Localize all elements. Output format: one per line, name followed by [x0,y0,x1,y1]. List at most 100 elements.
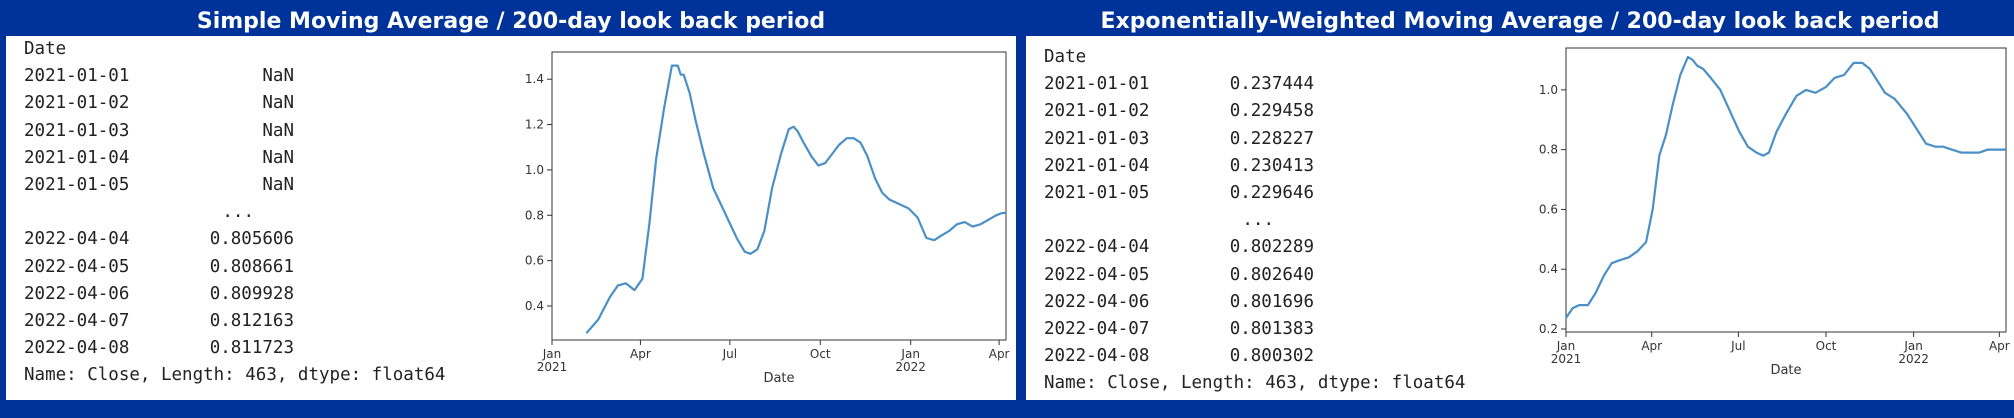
series-row: 2022-04-04 0.805606 [24,226,445,253]
x-tick-label: Apr [630,347,651,361]
x-tick-year-label: 2022 [1898,352,1929,366]
series-row: 2022-04-07 0.812163 [24,308,445,335]
x-tick-label: Apr [989,347,1010,361]
row-date: 2022-04-08 [24,338,130,359]
x-tick-label: Oct [810,347,831,361]
row-date: 2021-01-01 [1044,74,1150,95]
row-date: 2022-04-08 [1044,346,1150,367]
row-date: 2022-04-05 [1044,264,1150,285]
x-axis-label: Date [1770,363,1801,378]
row-value: 0.809928 [209,283,294,304]
row-date: 2021-01-04 [1044,155,1150,176]
row-date: 2021-01-05 [24,174,130,195]
panel-content: Date 2021-01-01 0.237444 2021-01-02 0.2294… [1026,36,2014,400]
row-value: 0.228227 [1229,128,1314,149]
row-date: 2021-01-02 [1044,101,1150,122]
row-date: 2021-01-01 [24,66,130,87]
y-tick-label: 0.4 [525,299,544,313]
x-tick-year-label: 2022 [895,360,926,374]
y-tick-label: 1.2 [525,118,544,132]
series-footer: Name: Close, Length: 463, dtype: float64 [1044,373,1466,394]
x-tick-label: Jul [1730,339,1745,353]
x-tick-label: Apr [1989,339,2010,353]
x-tick-label: Jan [542,347,562,361]
series-row: 2022-04-06 0.801696 [1044,289,1465,316]
plot-frame [1565,47,2007,333]
panel-content: Date 2021-01-01 NaN 2021-01-02 NaN 2021-01… [6,36,1016,400]
row-value: 0.801696 [1229,291,1314,312]
row-value: 0.237444 [1229,74,1314,95]
row-value: 0.802289 [1229,237,1314,258]
series-row: 2021-01-05 NaN [24,172,445,199]
ewma-panel: Exponentially-Weighted Moving Average / … [1026,0,2014,400]
index-name: Date [1044,47,1087,67]
series-row: 2021-01-01 0.237444 [1044,71,1465,98]
series-printout: Date 2021-01-01 NaN 2021-01-02 NaN 2021-01… [24,36,445,389]
row-date: 2022-04-07 [1044,318,1150,339]
x-tick-label: Jan [1903,339,1923,353]
panel-title: Exponentially-Weighted Moving Average / … [1100,9,1940,34]
series-row: 2021-01-03 0.228227 [1044,126,1465,153]
series-line [585,64,1006,334]
row-value: 0.229458 [1229,101,1314,122]
series-row: 2022-04-06 0.809928 [24,281,445,308]
row-value: 0.812163 [209,310,294,331]
series-row: 2022-04-08 0.811723 [24,335,445,362]
row-date: 2022-04-05 [24,256,130,277]
row-value: 0.230413 [1229,155,1314,176]
series-line [1565,55,2006,319]
row-value: NaN [262,93,294,114]
row-date: 2022-04-06 [1044,291,1150,312]
series-ellipsis: ... [1242,210,1274,231]
series-row: 2021-01-04 0.230413 [1044,153,1465,180]
index-name: Date [24,39,67,59]
row-date: 2021-01-03 [1044,128,1150,149]
series-row: 2022-04-08 0.800302 [1044,343,1465,370]
x-axis-label: Date [763,371,794,386]
row-date: 2022-04-06 [24,283,130,304]
row-value: 0.811723 [209,338,294,359]
series-row: 2021-01-02 0.229458 [1044,98,1465,125]
row-date: 2021-01-03 [24,120,130,141]
y-tick-label: 0.2 [1539,322,1558,336]
row-value: NaN [262,66,294,87]
y-tick-label: 0.4 [1539,262,1558,276]
sma-panel: Simple Moving Average / 200-day look bac… [0,0,1022,400]
panel-title: Simple Moving Average / 200-day look bac… [196,9,826,34]
row-date: 2022-04-04 [1044,237,1150,258]
x-tick-label: Jan [1556,339,1576,353]
series-row: 2022-04-05 0.808661 [24,254,445,281]
row-value: 0.801383 [1229,318,1314,339]
row-date: 2021-01-02 [24,93,130,114]
y-tick-label: 1.0 [1539,83,1558,97]
series-row: 2021-01-02 NaN [24,90,445,117]
series-printout: Date 2021-01-01 0.237444 2021-01-02 0.2294… [1044,44,1465,397]
series-row: 2022-04-04 0.802289 [1044,234,1465,261]
x-tick-label: Apr [1641,339,1662,353]
row-date: 2021-01-04 [24,147,130,168]
series-row: 2022-04-05 0.802640 [1044,262,1465,289]
y-tick-label: 0.8 [1539,143,1558,157]
series-row: 2022-04-07 0.801383 [1044,316,1465,343]
y-tick-label: 0.6 [525,254,544,268]
row-value: NaN [262,120,294,141]
x-tick-label: Jan [900,347,920,361]
x-tick-label: Jul [722,347,737,361]
row-value: 0.229646 [1229,182,1314,203]
series-row: 2021-01-03 NaN [24,118,445,145]
row-value: 0.800302 [1229,346,1314,367]
series-row: 2021-01-01 NaN [24,63,445,90]
y-tick-label: 0.8 [525,208,544,222]
y-tick-label: 1.0 [525,163,544,177]
row-value: 0.802640 [1229,264,1314,285]
row-value: 0.805606 [209,229,294,250]
x-tick-label: Oct [1816,339,1837,353]
series-ellipsis: ... [222,202,254,223]
row-date: 2022-04-07 [24,310,130,331]
row-date: 2022-04-04 [24,229,130,250]
row-value: NaN [262,174,294,195]
y-tick-label: 1.4 [525,72,544,86]
series-row: 2021-01-04 NaN [24,145,445,172]
